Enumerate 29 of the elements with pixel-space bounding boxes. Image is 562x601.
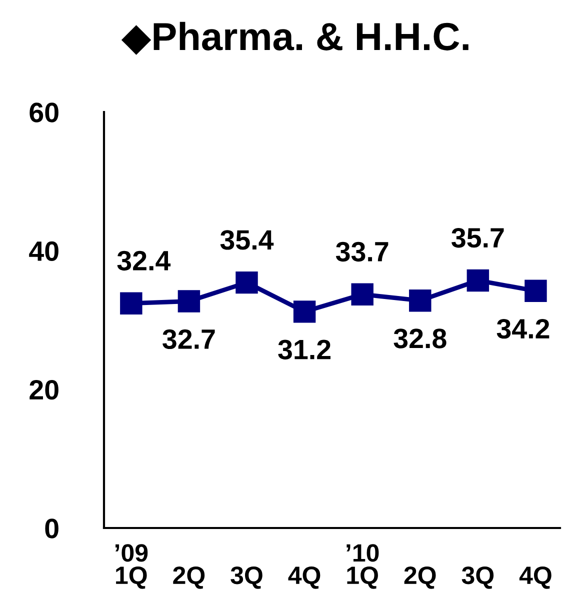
x-tick-label: 2Q	[404, 566, 436, 589]
chart-title: ◆Pharma. & H.H.C.	[121, 22, 468, 55]
point	[178, 290, 200, 312]
data-label: 32.8	[394, 328, 446, 348]
point	[524, 280, 547, 302]
x-tick-label: 4Q	[288, 566, 320, 589]
data-label: 33.7	[336, 242, 388, 262]
point	[293, 300, 316, 323]
x-tick-label: 4Q	[519, 566, 552, 589]
point	[236, 271, 258, 294]
x-tick-label: ’10 1Q	[346, 544, 379, 589]
data-label: 32.7	[162, 329, 215, 350]
data-label: 32.4	[117, 250, 171, 271]
y-tick-label: 60	[30, 102, 58, 122]
y-tick-label: 40	[29, 241, 58, 262]
y-tick-label: 20	[30, 380, 58, 400]
data-label: 35.7	[452, 228, 504, 248]
x-tick-label: ’09 1Q	[115, 544, 148, 589]
x-tick-label: 3Q	[230, 566, 262, 589]
y-tick-label: 0	[45, 518, 58, 538]
data-label: 31.2	[278, 340, 330, 360]
x-tick-label: 2Q	[173, 566, 205, 589]
point	[466, 269, 490, 292]
point	[351, 283, 374, 306]
data-label: 35.4	[220, 230, 274, 250]
data-label: 34.2	[496, 318, 550, 339]
x-tick-label: 3Q	[462, 566, 494, 589]
point	[120, 292, 142, 314]
point	[409, 289, 432, 312]
